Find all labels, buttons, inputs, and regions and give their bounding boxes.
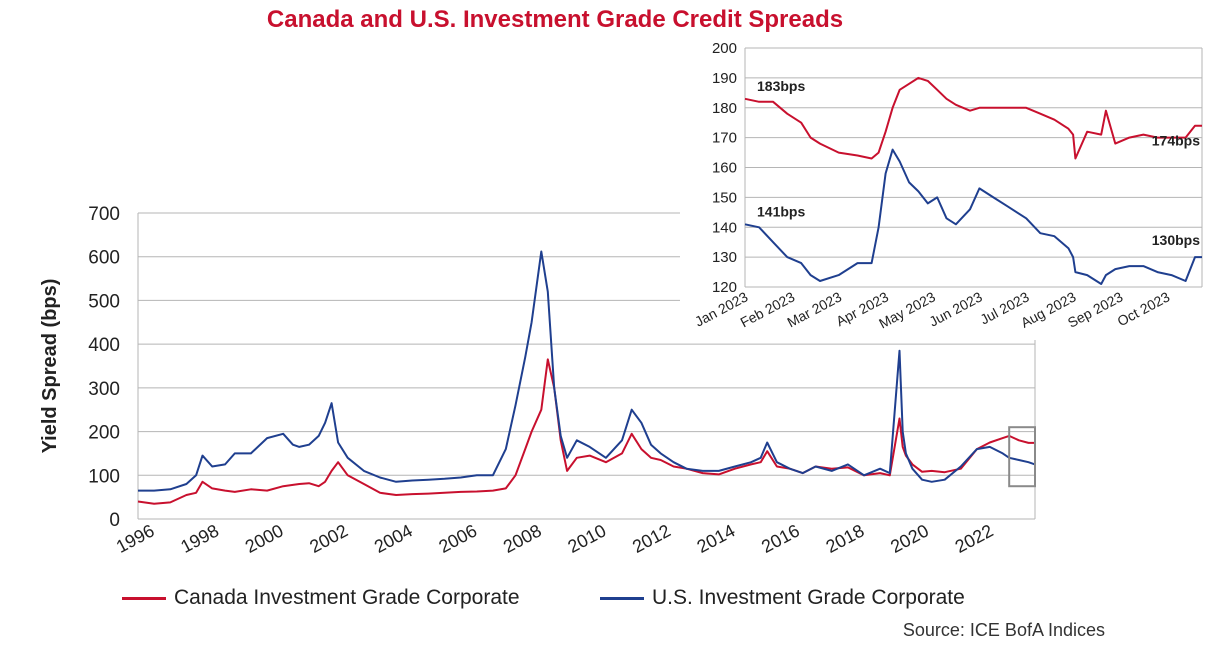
y-axis-label: Yield Spread (bps) [39,279,61,454]
main-y-tick-label: 700 [88,204,120,225]
inset-series-line-canada [744,76,1202,160]
source-note: Source: ICE BofA Indices [902,620,1105,640]
inset-y-tick-label: 150 [712,189,737,206]
main-y-tick-label: 300 [88,379,120,400]
main-y-tick-labels: 0 100 200 300 400 500 600 700 [88,204,120,531]
inset-y-tick-label: 200 [712,40,737,57]
inset-series-line-us [744,148,1202,285]
inset-y-tick-label: 120 [712,279,737,296]
main-series-line-us [138,250,1036,492]
main-series-lines [137,250,1036,505]
chart-title: Canada and U.S. Investment Grade Credit … [266,6,844,33]
legend-label-us: U.S. Investment Grade Corporate [652,586,965,609]
main-y-tick-label: 500 [88,291,120,312]
inset-gridlines [744,47,1203,288]
inset-data-labels: 183bps 174bps 141bps 130bps [757,78,1200,248]
highlight-box-rect [1008,426,1037,488]
inset-y-tick-label: 160 [712,160,737,177]
inset-y-tick-label: 130 [712,249,737,266]
main-y-tick-label: 100 [88,466,120,487]
highlight-box [1008,426,1037,488]
main-y-tick-label: 0 [109,510,120,531]
main-y-tick-label: 200 [88,423,120,444]
inset-y-tick-label: 180 [712,100,737,117]
inset-y-tick-label: 140 [712,219,737,236]
inset-background [680,40,1210,340]
main-series-line-canada [137,358,1035,505]
inset-y-tick-label: 190 [712,70,737,87]
legend-swatch-canada [122,596,166,600]
inset-end-label-us: 130bps [1152,232,1200,248]
main-y-tick-label: 600 [88,248,120,269]
inset-y-tick-label: 170 [712,130,737,147]
legend-item-canada: Canada Investment Grade Corporate [122,584,520,612]
main-y-tick-label: 400 [88,335,120,356]
legend-swatch-us [600,596,644,600]
inset-series-lines [744,76,1202,285]
legend-item-us: U.S. Investment Grade Corporate [600,584,965,612]
inset-y-tick-labels: 120 130 140 150 160 170 180 190 200 [712,40,737,296]
inset-start-label-us: 141bps [757,203,805,219]
inset-end-label-canada: 174bps [1152,133,1200,149]
inset-start-label-canada: 183bps [757,78,805,94]
legend-label-canada: Canada Investment Grade Corporate [174,586,520,609]
